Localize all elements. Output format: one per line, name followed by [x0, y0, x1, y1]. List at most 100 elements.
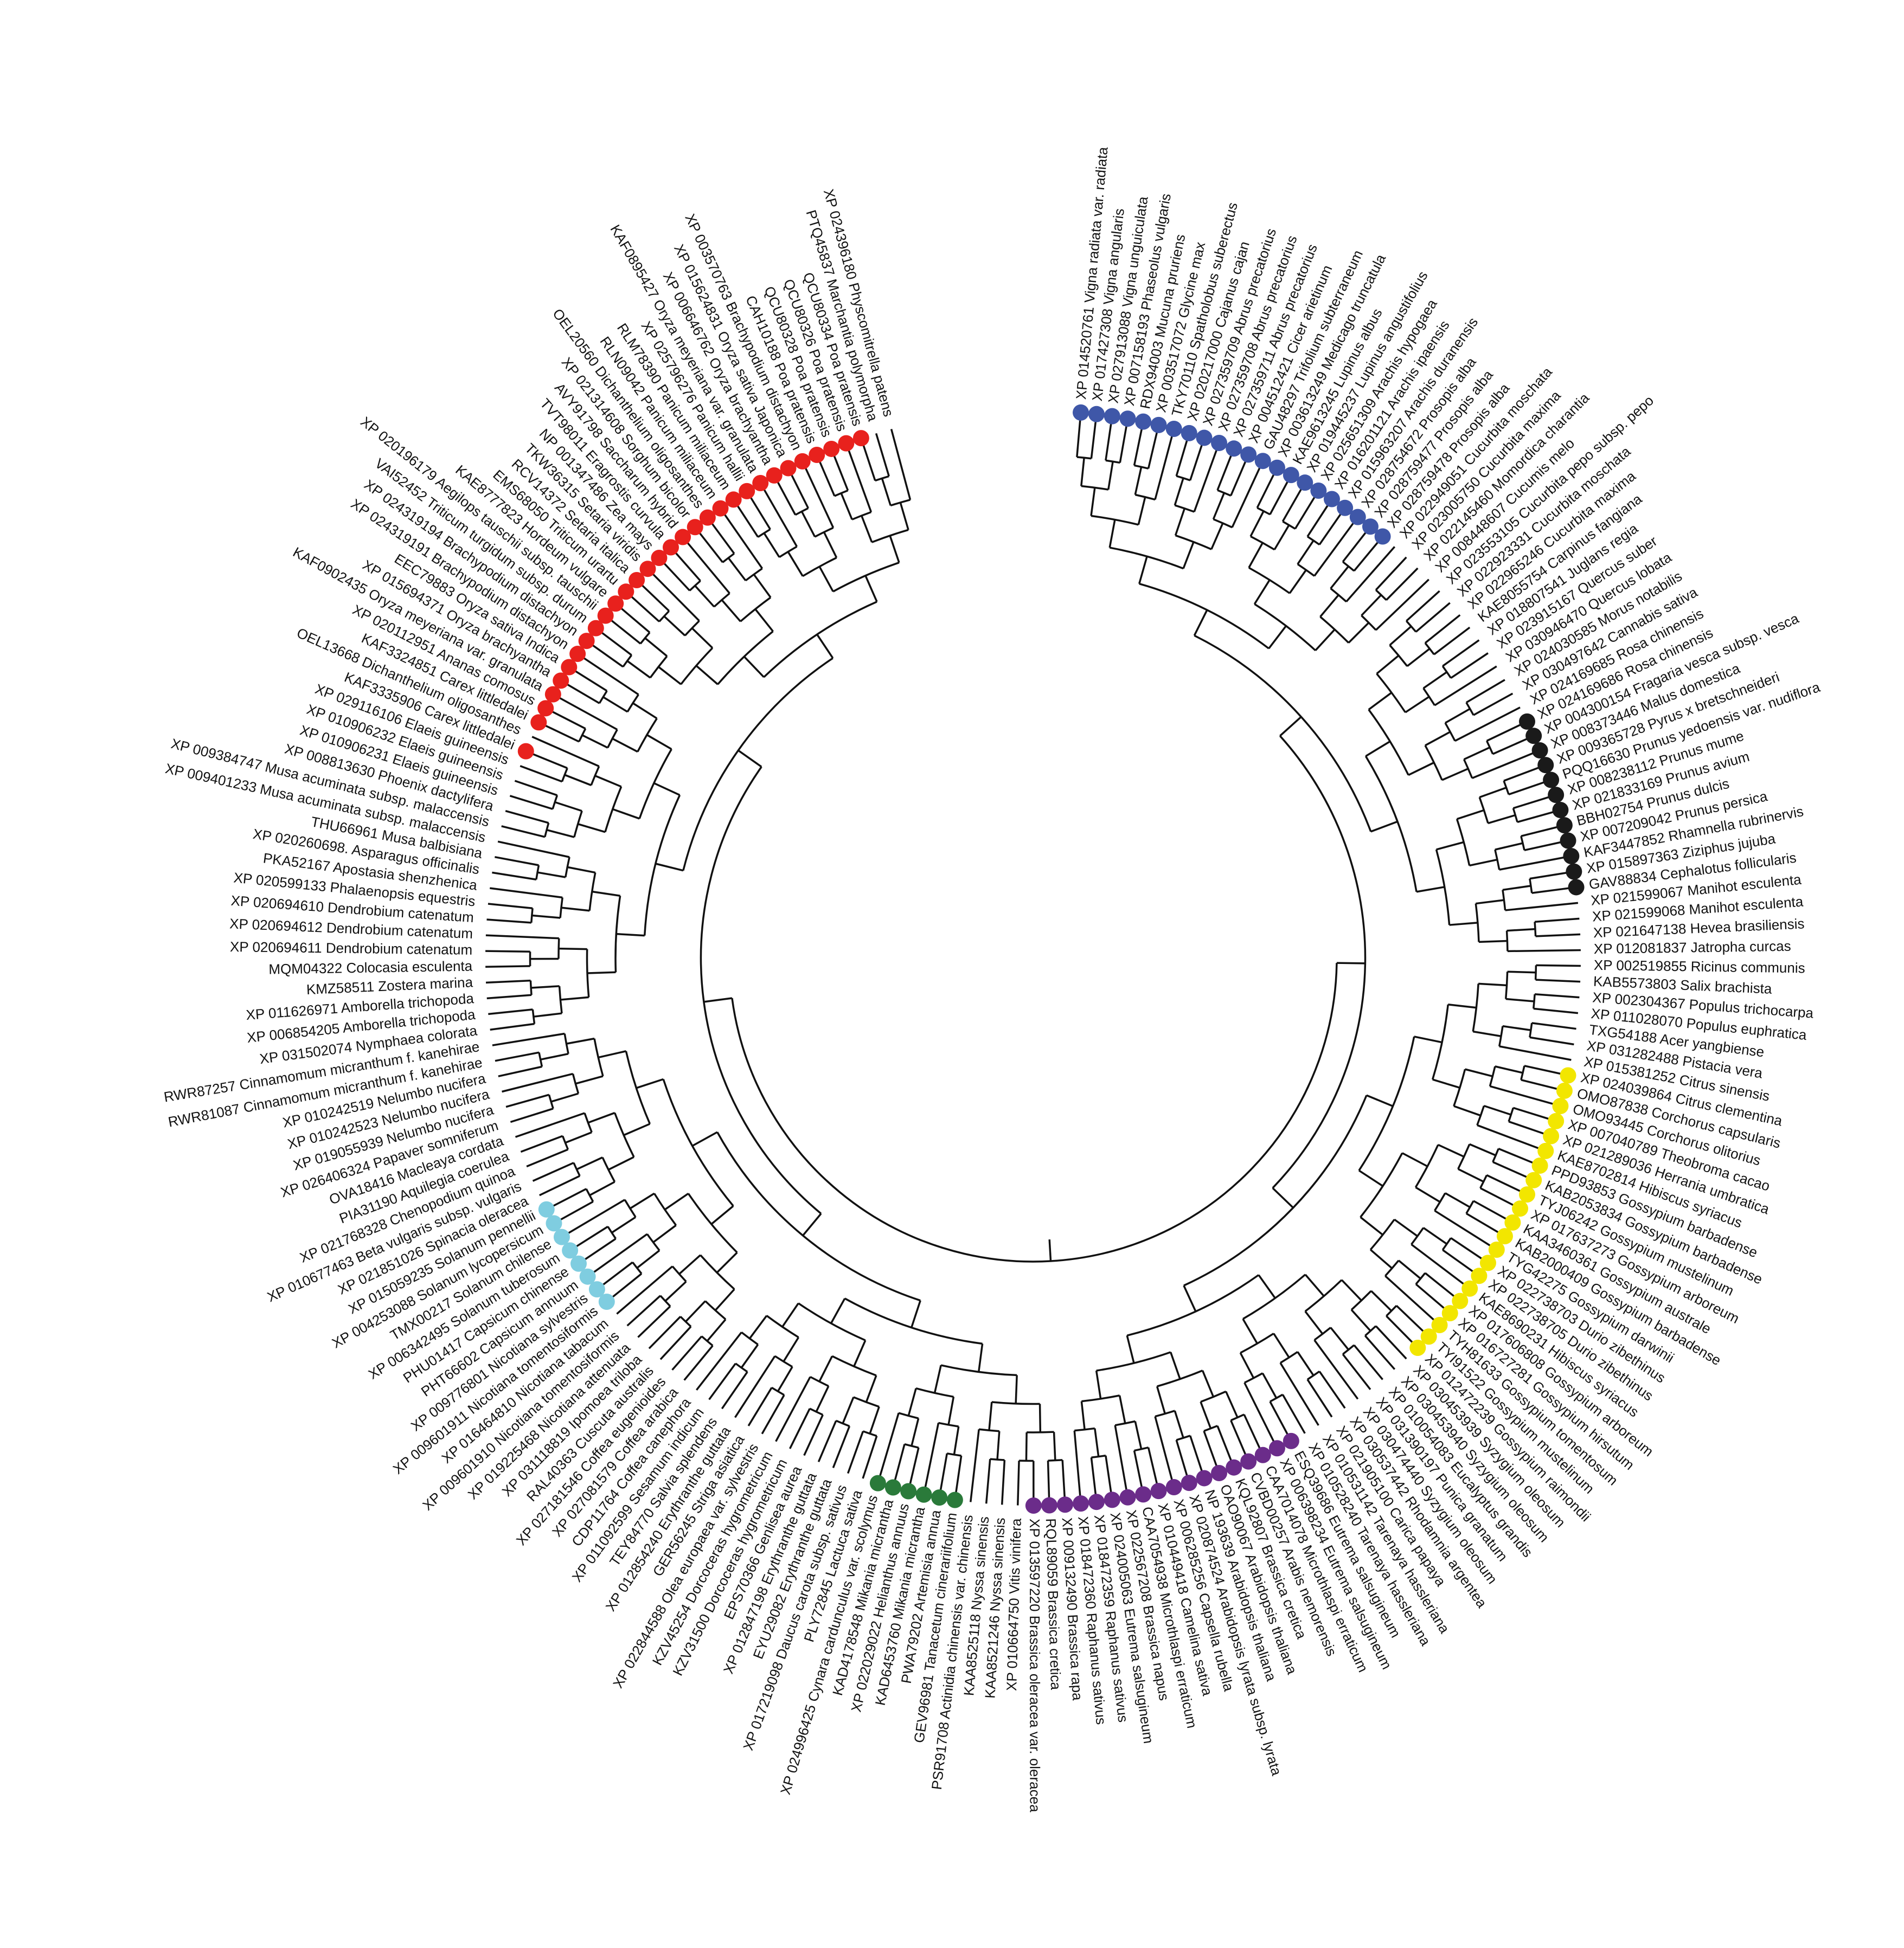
branch: [608, 1157, 634, 1169]
leaf-label: XP 013597220 Brassica oleracea var. oler…: [1027, 1519, 1043, 1812]
branch: [576, 1158, 602, 1169]
clade-dot: [794, 453, 811, 470]
branch: [979, 1343, 983, 1372]
branch: [1269, 626, 1286, 648]
leaf-label: MQM04322 Colocasia esculenta: [268, 958, 473, 978]
branch: [1377, 655, 1399, 673]
clade-dot: [1543, 1128, 1559, 1145]
clade-dot: [1211, 435, 1227, 451]
branch: [1054, 1432, 1055, 1460]
branch: [818, 1420, 836, 1462]
clade-dot: [1566, 864, 1582, 880]
branch: [1315, 1340, 1358, 1399]
branch: [1508, 972, 1536, 973]
clade-dot: [1151, 417, 1167, 433]
branch: [561, 908, 589, 911]
clade-dot: [1519, 713, 1535, 730]
leaf-label: XP 012081837 Jatropha curcas: [1594, 938, 1791, 957]
branch: [695, 586, 714, 607]
branch: [1367, 1095, 1393, 1106]
branch: [636, 1079, 663, 1088]
clade-dot: [1120, 410, 1136, 427]
branch: [1366, 741, 1390, 756]
branch: [1274, 525, 1289, 550]
branch: [531, 986, 559, 988]
branch: [1262, 1373, 1276, 1398]
branch: [696, 666, 718, 684]
clade-dot: [838, 435, 854, 452]
branch: [1194, 610, 1207, 635]
branch: [862, 516, 872, 542]
branch: [1026, 1432, 1027, 1461]
branch: [778, 1367, 792, 1391]
branch: [1534, 1008, 1578, 1013]
branch: [541, 1054, 568, 1060]
branch: [1274, 1334, 1289, 1358]
branch: [1376, 580, 1429, 630]
branch: [485, 966, 530, 967]
clade-dot: [1166, 421, 1182, 437]
branch: [1499, 856, 1572, 870]
branch: [1506, 999, 1534, 1002]
clade-dot: [1556, 817, 1573, 833]
branch: [1490, 1086, 1560, 1105]
branch: [764, 533, 779, 557]
branch: [1535, 994, 1579, 998]
clade-dot: [1532, 742, 1548, 758]
clade-dot: [1560, 1068, 1576, 1084]
clade-dot: [870, 1475, 886, 1491]
branch: [588, 1113, 614, 1123]
clade-dot: [546, 1215, 562, 1231]
branch: [704, 998, 732, 1002]
branch: [492, 1034, 565, 1046]
branch: [1479, 788, 1506, 798]
branch: [824, 532, 836, 558]
branch: [656, 864, 683, 871]
branch: [1135, 467, 1141, 494]
branch: [498, 841, 569, 857]
branch: [534, 1013, 562, 1017]
clade-dot: [1041, 1497, 1057, 1514]
branch: [722, 600, 740, 622]
clade-dot: [739, 483, 755, 499]
branch-arc: [1273, 736, 1366, 1188]
branch: [1298, 541, 1313, 564]
clade-dot: [1226, 1460, 1242, 1476]
branch: [486, 920, 531, 923]
branch: [1249, 543, 1262, 568]
branch: [788, 552, 803, 576]
clade-dot: [1088, 406, 1105, 422]
branch: [1488, 815, 1515, 824]
branch: [816, 1386, 829, 1412]
branch: [665, 1282, 686, 1301]
clade-dot: [1255, 1447, 1271, 1463]
branch: [506, 1095, 549, 1107]
clade-dot: [1556, 1083, 1573, 1099]
branch: [1478, 983, 1506, 985]
clade-dot: [1297, 474, 1313, 491]
branch: [612, 1217, 636, 1233]
branch: [1361, 595, 1381, 615]
branch: [790, 1409, 810, 1449]
branch: [555, 802, 582, 811]
clade-dot: [900, 1483, 916, 1499]
branch: [547, 830, 574, 837]
branch: [803, 1213, 822, 1235]
clade-dot: [1226, 440, 1242, 457]
clade-dot: [1088, 1494, 1105, 1510]
branch: [1283, 1394, 1305, 1433]
clade-dot: [1552, 1098, 1568, 1114]
branch: [1316, 629, 1335, 651]
branch: [683, 537, 729, 594]
branch: [744, 657, 764, 677]
branch: [890, 536, 899, 563]
branch: [582, 735, 608, 748]
clade-dot: [1532, 1158, 1548, 1174]
branch: [1081, 1401, 1085, 1430]
clade-dot: [1283, 1433, 1299, 1449]
leaf-label: XP 002519855 Ricinus communis: [1594, 957, 1805, 976]
clade-dot: [1537, 757, 1554, 773]
branch: [1095, 1429, 1099, 1457]
branch: [587, 972, 616, 973]
